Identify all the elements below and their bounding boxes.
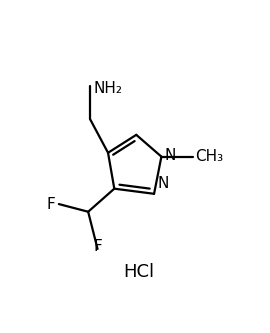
Text: CH₃: CH₃ bbox=[195, 149, 223, 164]
Text: F: F bbox=[47, 196, 56, 211]
Text: N: N bbox=[164, 148, 176, 163]
Text: NH₂: NH₂ bbox=[93, 81, 122, 96]
Text: N: N bbox=[157, 176, 168, 191]
Text: HCl: HCl bbox=[123, 263, 154, 281]
Text: F: F bbox=[93, 239, 102, 254]
